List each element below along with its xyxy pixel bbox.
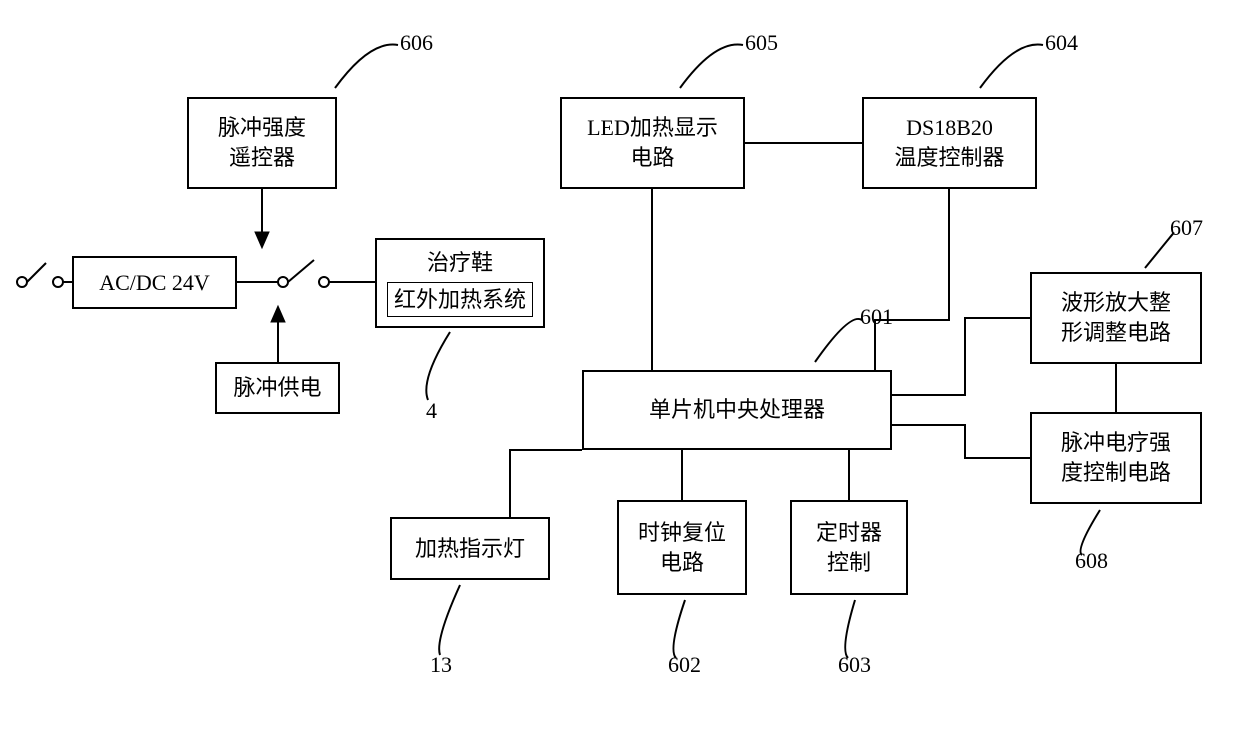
- box-acdc: AC/DC 24V: [72, 256, 237, 309]
- ref-608: 608: [1075, 548, 1108, 574]
- ref-603: 603: [838, 652, 871, 678]
- box-waveform-amp: 波形放大整 形调整电路: [1030, 272, 1202, 364]
- box-clock-reset: 时钟复位 电路: [617, 500, 747, 595]
- ref-604: 604: [1045, 30, 1078, 56]
- diagram-canvas: 脉冲强度 遥控器 LED加热显示 电路 DS18B20 温度控制器 AC/DC …: [0, 0, 1240, 738]
- box-ds18b20: DS18B20 温度控制器: [862, 97, 1037, 189]
- shoe-inner-infrared: 红外加热系统: [387, 282, 533, 318]
- ref-4: 4: [426, 398, 437, 424]
- box-timer-control: 定时器 控制: [790, 500, 908, 595]
- box-pulse-remote: 脉冲强度 遥控器: [187, 97, 337, 189]
- box-led-heating-display: LED加热显示 电路: [560, 97, 745, 189]
- box-pulse-power: 脉冲供电: [215, 362, 340, 414]
- box-mcu-cpu: 单片机中央处理器: [582, 370, 892, 450]
- shoe-title: 治疗鞋: [427, 248, 493, 278]
- ref-606: 606: [400, 30, 433, 56]
- ref-601: 601: [860, 304, 893, 330]
- box-therapy-shoe: 治疗鞋 红外加热系统: [375, 238, 545, 328]
- ref-607: 607: [1170, 215, 1203, 241]
- box-pulse-therapy-intensity: 脉冲电疗强 度控制电路: [1030, 412, 1202, 504]
- ref-605: 605: [745, 30, 778, 56]
- ref-13: 13: [430, 652, 452, 678]
- box-heating-indicator: 加热指示灯: [390, 517, 550, 580]
- ref-602: 602: [668, 652, 701, 678]
